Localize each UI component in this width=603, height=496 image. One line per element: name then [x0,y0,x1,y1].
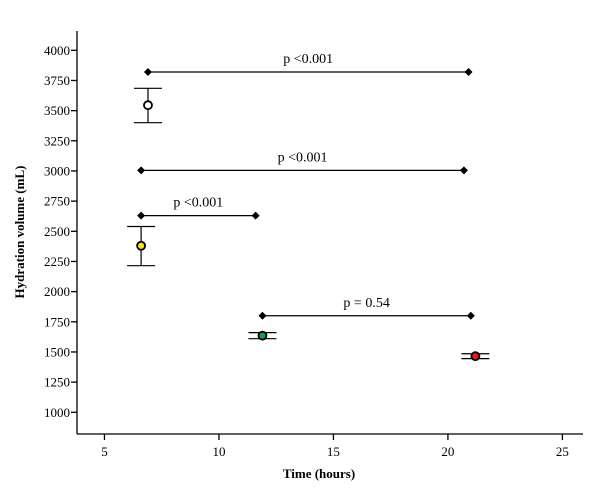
y-tick-label: 1750 [44,314,70,329]
y-tick-label: 3000 [44,163,70,178]
x-tick-label: 5 [101,444,108,459]
bracket-end-diamond [137,211,146,220]
data-point [136,240,147,251]
data-points [127,87,490,362]
y-tick-label: 3500 [44,103,70,118]
data-point [143,100,153,111]
bracket-end-diamond [143,68,152,77]
bracket-end-diamond [251,211,260,220]
x-tick-label: 25 [556,444,569,459]
y-tick-label: 1500 [44,344,70,359]
significance-brackets: p <0.001 p <0.001 p <0.001 p = 0.54 [137,52,475,320]
y-tick-label: 2500 [44,224,70,239]
x-tick-label: 10 [212,444,225,459]
x-axis-label: Time (hours) [283,466,355,481]
bracket-end-diamond [459,166,468,175]
data-point [257,330,268,341]
y-tick-label: 2000 [44,284,70,299]
bracket-end-diamond [137,166,146,175]
bracket-end-diamond [258,311,267,320]
y-tick-label: 3750 [44,73,70,88]
p-value-label: p <0.001 [173,196,223,211]
x-tick-label: 20 [441,444,454,459]
p-value-label: p = 0.54 [343,296,389,311]
y-tick-label: 2250 [44,254,70,269]
y-tick-label: 1250 [44,375,70,390]
y-tick-label: 4000 [44,43,70,58]
y-tick-label: 2750 [44,194,70,209]
bracket-end-diamond [466,311,475,320]
x-tick-label: 15 [327,444,340,459]
data-point [470,351,481,362]
p-value-label: p <0.001 [278,150,328,165]
y-tick-label: 1000 [44,405,70,420]
axes: 1000 1250 1500 1750 2000 2250 2500 2750 3000 3250… [44,31,583,459]
bracket-end-diamond [464,68,473,77]
p-value-label: p <0.001 [283,52,333,67]
y-tick-label: 3250 [44,133,70,148]
y-axis-label: Hydration volume (mL) [12,166,27,299]
